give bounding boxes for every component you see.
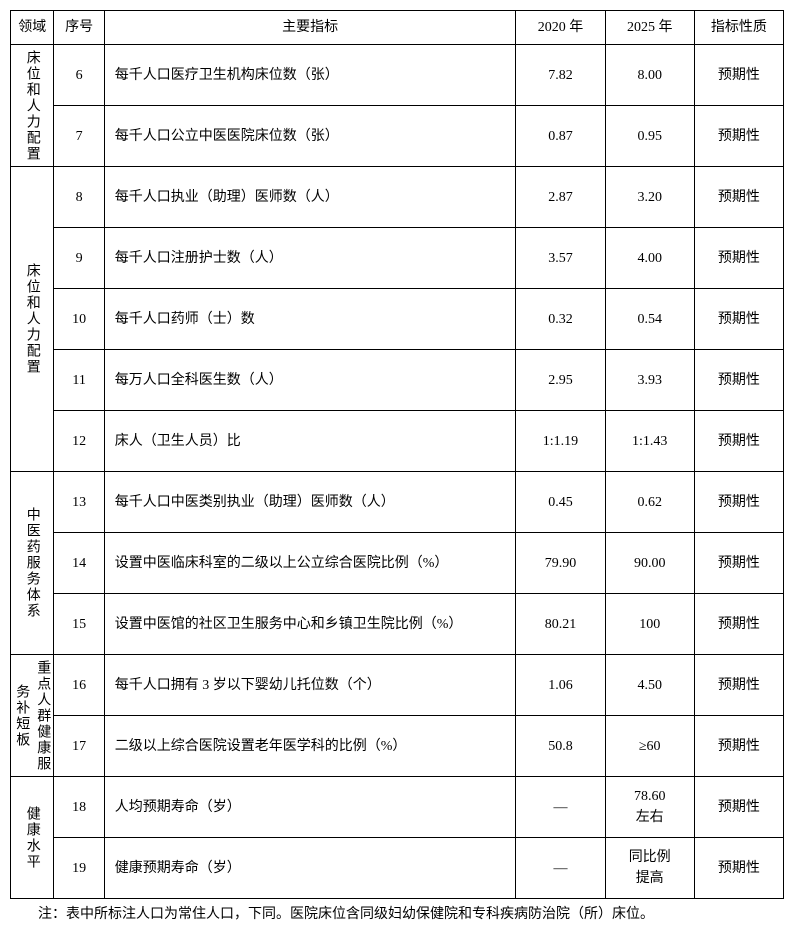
domain-cell: 床位和人力配置 — [11, 45, 54, 167]
table-row: 14设置中医临床科室的二级以上公立综合医院比例（%）79.9090.00预期性 — [11, 533, 784, 594]
table-footnote: 注：表中所标注人口为常住人口，下同。医院床位含同级妇幼保健院和专科疾病防治院（所… — [10, 899, 784, 927]
nature-cell: 预期性 — [694, 838, 783, 899]
num-cell: 19 — [54, 838, 104, 899]
value-2025-cell: 90.00 — [605, 533, 694, 594]
header-2025: 2025 年 — [605, 11, 694, 45]
value-2025-cell: 4.50 — [605, 655, 694, 716]
num-cell: 10 — [54, 289, 104, 350]
nature-cell: 预期性 — [694, 167, 783, 228]
value-2020-cell: 2.87 — [516, 167, 605, 228]
table-row: 健康水平18人均预期寿命（岁）—78.60 左右预期性 — [11, 777, 784, 838]
value-2025-cell: 8.00 — [605, 45, 694, 106]
num-cell: 8 — [54, 167, 104, 228]
value-2020-cell: 0.87 — [516, 106, 605, 167]
nature-cell: 预期性 — [694, 594, 783, 655]
domain-cell: 健康水平 — [11, 777, 54, 899]
value-2025-cell: 0.54 — [605, 289, 694, 350]
num-cell: 18 — [54, 777, 104, 838]
table-row: 10每千人口药师（士）数0.320.54预期性 — [11, 289, 784, 350]
indicator-cell: 每千人口注册护士数（人） — [104, 228, 516, 289]
table-row: 床位和人力配置8每千人口执业（助理）医师数（人）2.873.20预期性 — [11, 167, 784, 228]
value-2025-cell: 3.93 — [605, 350, 694, 411]
table-row: 12床人（卫生人员）比1:1.191:1.43预期性 — [11, 411, 784, 472]
value-2020-cell: 1:1.19 — [516, 411, 605, 472]
table-row: 17二级以上综合医院设置老年医学科的比例（%）50.8≥60预期性 — [11, 716, 784, 777]
nature-cell: 预期性 — [694, 777, 783, 838]
table-row: 11每万人口全科医生数（人）2.953.93预期性 — [11, 350, 784, 411]
indicator-cell: 每千人口药师（士）数 — [104, 289, 516, 350]
num-cell: 6 — [54, 45, 104, 106]
num-cell: 15 — [54, 594, 104, 655]
num-cell: 14 — [54, 533, 104, 594]
num-cell: 17 — [54, 716, 104, 777]
num-cell: 9 — [54, 228, 104, 289]
header-num: 序号 — [54, 11, 104, 45]
value-2025-cell: 0.95 — [605, 106, 694, 167]
num-cell: 11 — [54, 350, 104, 411]
value-2020-cell: 79.90 — [516, 533, 605, 594]
indicator-cell: 人均预期寿命（岁） — [104, 777, 516, 838]
nature-cell: 预期性 — [694, 472, 783, 533]
value-2025-cell: 1:1.43 — [605, 411, 694, 472]
value-2025-cell: 100 — [605, 594, 694, 655]
indicator-cell: 床人（卫生人员）比 — [104, 411, 516, 472]
nature-cell: 预期性 — [694, 350, 783, 411]
nature-cell: 预期性 — [694, 655, 783, 716]
indicator-cell: 每千人口医疗卫生机构床位数（张） — [104, 45, 516, 106]
nature-cell: 预期性 — [694, 411, 783, 472]
domain-cell: 床位和人力配置 — [11, 167, 54, 472]
domain-cell: 中医药服务体系 — [11, 472, 54, 655]
value-2020-cell: 0.32 — [516, 289, 605, 350]
value-2020-cell: 80.21 — [516, 594, 605, 655]
value-2020-cell: 3.57 — [516, 228, 605, 289]
indicator-cell: 二级以上综合医院设置老年医学科的比例（%） — [104, 716, 516, 777]
table-row: 床位和人力配置6每千人口医疗卫生机构床位数（张）7.828.00预期性 — [11, 45, 784, 106]
value-2020-cell: 1.06 — [516, 655, 605, 716]
num-cell: 16 — [54, 655, 104, 716]
value-2020-cell: — — [516, 838, 605, 899]
indicator-cell: 每千人口公立中医医院床位数（张） — [104, 106, 516, 167]
num-cell: 12 — [54, 411, 104, 472]
value-2020-cell: 7.82 — [516, 45, 605, 106]
value-2025-cell: 3.20 — [605, 167, 694, 228]
value-2025-cell: 4.00 — [605, 228, 694, 289]
num-cell: 7 — [54, 106, 104, 167]
table-header-row: 领域 序号 主要指标 2020 年 2025 年 指标性质 — [11, 11, 784, 45]
indicator-cell: 设置中医馆的社区卫生服务中心和乡镇卫生院比例（%） — [104, 594, 516, 655]
table-row: 9每千人口注册护士数（人）3.574.00预期性 — [11, 228, 784, 289]
table-row: 19健康预期寿命（岁）—同比例 提高预期性 — [11, 838, 784, 899]
table-row: 重点人群健康服务补短板16每千人口拥有 3 岁以下婴幼儿托位数（个）1.064.… — [11, 655, 784, 716]
nature-cell: 预期性 — [694, 106, 783, 167]
nature-cell: 预期性 — [694, 45, 783, 106]
table-row: 15设置中医馆的社区卫生服务中心和乡镇卫生院比例（%）80.21100预期性 — [11, 594, 784, 655]
num-cell: 13 — [54, 472, 104, 533]
value-2025-cell: 0.62 — [605, 472, 694, 533]
domain-cell: 重点人群健康服务补短板 — [11, 655, 54, 777]
value-2025-cell: 78.60 左右 — [605, 777, 694, 838]
nature-cell: 预期性 — [694, 716, 783, 777]
table-row: 中医药服务体系13每千人口中医类别执业（助理）医师数（人）0.450.62预期性 — [11, 472, 784, 533]
indicator-cell: 每万人口全科医生数（人） — [104, 350, 516, 411]
header-domain: 领域 — [11, 11, 54, 45]
indicator-cell: 每千人口拥有 3 岁以下婴幼儿托位数（个） — [104, 655, 516, 716]
indicator-cell: 健康预期寿命（岁） — [104, 838, 516, 899]
value-2020-cell: 2.95 — [516, 350, 605, 411]
nature-cell: 预期性 — [694, 533, 783, 594]
indicators-table: 领域 序号 主要指标 2020 年 2025 年 指标性质 床位和人力配置6每千… — [10, 10, 784, 899]
indicator-cell: 设置中医临床科室的二级以上公立综合医院比例（%） — [104, 533, 516, 594]
value-2020-cell: 50.8 — [516, 716, 605, 777]
table-row: 7每千人口公立中医医院床位数（张）0.870.95预期性 — [11, 106, 784, 167]
value-2025-cell: ≥60 — [605, 716, 694, 777]
indicator-cell: 每千人口中医类别执业（助理）医师数（人） — [104, 472, 516, 533]
value-2020-cell: — — [516, 777, 605, 838]
header-2020: 2020 年 — [516, 11, 605, 45]
indicator-cell: 每千人口执业（助理）医师数（人） — [104, 167, 516, 228]
header-nature: 指标性质 — [694, 11, 783, 45]
value-2025-cell: 同比例 提高 — [605, 838, 694, 899]
header-indicator: 主要指标 — [104, 11, 516, 45]
nature-cell: 预期性 — [694, 289, 783, 350]
value-2020-cell: 0.45 — [516, 472, 605, 533]
nature-cell: 预期性 — [694, 228, 783, 289]
